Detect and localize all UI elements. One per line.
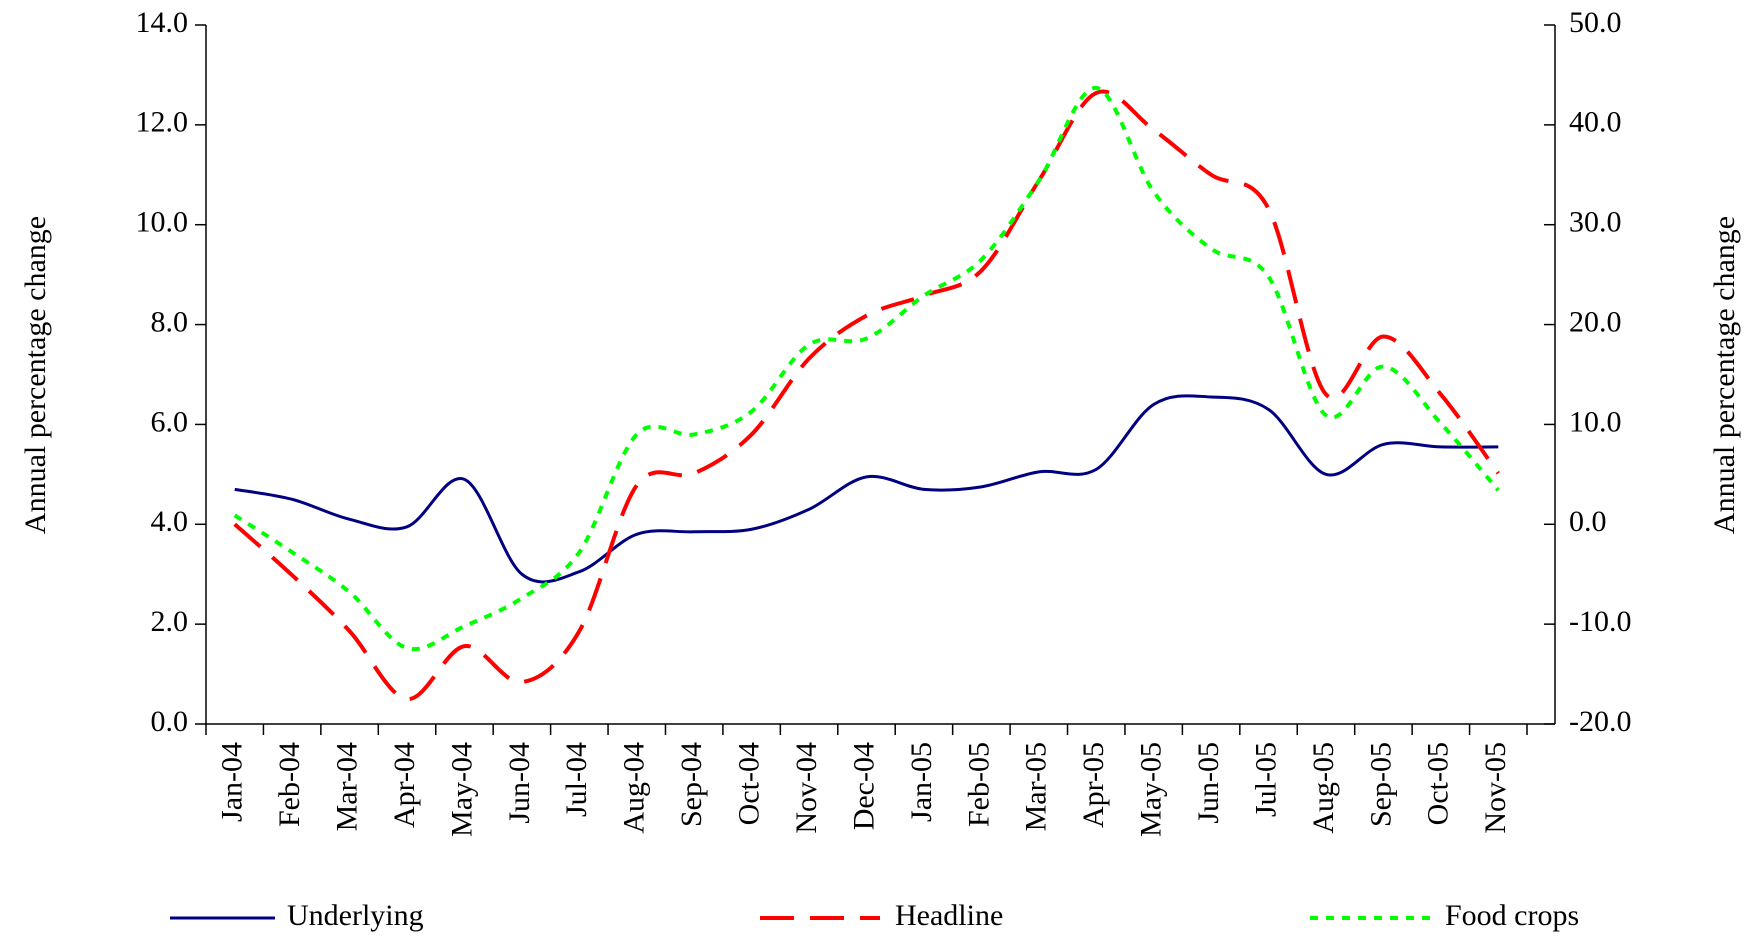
- x-tick-label: Feb-04: [273, 742, 306, 827]
- legend-label: Headline: [895, 899, 1003, 932]
- x-tick-label: Aug-04: [618, 742, 651, 834]
- x-tick-label: May-05: [1135, 742, 1168, 837]
- x-tick-label: Nov-04: [790, 742, 823, 834]
- x-tick-label: Jun-04: [503, 742, 536, 824]
- x-tick-label: Apr-05: [1077, 742, 1110, 828]
- x-tick-label: Mar-04: [330, 742, 363, 831]
- y2-tick-label: 10.0: [1569, 405, 1622, 438]
- y-tick-label: 8.0: [151, 305, 189, 338]
- y2-axis-label: Annual percentage change: [1708, 216, 1741, 534]
- y2-tick-label: -10.0: [1569, 605, 1632, 638]
- y2-tick-label: 20.0: [1569, 305, 1622, 338]
- x-tick-label: Oct-05: [1422, 742, 1455, 825]
- y-tick-label: 6.0: [151, 405, 189, 438]
- y-axis-label: Annual percentage change: [19, 216, 52, 534]
- x-tick-label: Jun-05: [1192, 742, 1225, 824]
- y-tick-label: 14.0: [136, 6, 189, 39]
- x-tick-label: Jan-05: [905, 742, 938, 822]
- x-tick-label: Apr-04: [388, 742, 421, 828]
- series-line: [233, 85, 1500, 652]
- series-line: [234, 394, 1499, 584]
- y2-tick-label: -20.0: [1569, 705, 1632, 738]
- series-line: [233, 89, 1500, 702]
- x-tick-label: Aug-05: [1307, 742, 1340, 834]
- legend-label: Underlying: [287, 899, 424, 932]
- y2-tick-label: 0.0: [1569, 505, 1607, 538]
- x-tick-label: Jul-05: [1249, 742, 1282, 817]
- y2-tick-label: 30.0: [1569, 206, 1622, 239]
- x-tick-label: Jan-04: [216, 742, 249, 822]
- y-tick-label: 2.0: [151, 605, 189, 638]
- x-tick-label: Nov-05: [1479, 742, 1512, 834]
- x-tick-label: Mar-05: [1020, 742, 1053, 831]
- y-tick-label: 0.0: [151, 705, 189, 738]
- x-tick-label: Sep-04: [675, 742, 708, 827]
- x-tick-label: May-04: [445, 742, 478, 837]
- x-tick-label: Sep-05: [1364, 742, 1397, 827]
- x-tick-label: Dec-04: [847, 742, 880, 830]
- x-tick-label: Oct-04: [733, 742, 766, 825]
- y2-tick-label: 50.0: [1569, 6, 1622, 39]
- x-tick-label: Feb-05: [962, 742, 995, 827]
- y-tick-label: 4.0: [151, 505, 189, 538]
- y2-tick-label: 40.0: [1569, 106, 1622, 139]
- y-tick-label: 12.0: [136, 106, 189, 139]
- x-tick-label: Jul-04: [560, 742, 593, 817]
- y-tick-label: 10.0: [136, 206, 189, 239]
- legend-label: Food crops: [1445, 899, 1579, 932]
